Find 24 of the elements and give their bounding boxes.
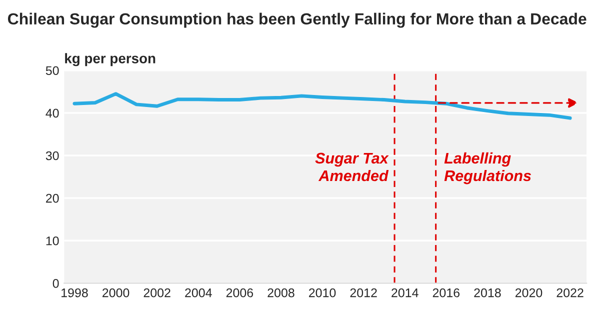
x-tick-label: 2002 <box>144 288 170 298</box>
y-tick-label: 50 <box>46 66 59 76</box>
y-tick-label: 40 <box>46 108 59 118</box>
x-tick-label: 2000 <box>102 288 130 298</box>
x-tick-label: 2006 <box>226 288 254 298</box>
y-axis-title: kg per person <box>65 53 156 66</box>
y-tick-label: 20 <box>46 194 59 203</box>
y-tick-label: 0 <box>52 279 59 288</box>
x-tick-label: 2022 <box>556 288 584 298</box>
y-tick-label: 30 <box>46 151 59 160</box>
x-tick-label: 2008 <box>268 288 294 298</box>
x-tick-label: 2018 <box>474 288 501 298</box>
y-tick-label: 10 <box>46 236 59 246</box>
x-tick-label: 2012 <box>350 288 377 298</box>
ref-line-label: Labelling Regulations <box>444 152 531 184</box>
x-tick-label: 2010 <box>308 288 336 298</box>
x-tick-label: 2014 <box>392 288 418 298</box>
chart-title: Chilean Sugar Consumption has been Gently Falling for More than a Decade <box>8 12 586 28</box>
x-tick-label: 2004 <box>185 288 212 298</box>
line-series <box>72 92 572 120</box>
ref-line-label: Sugar Tax Amended <box>315 152 389 182</box>
x-tick-label: 2016 <box>432 288 460 298</box>
x-tick-label: 1998 <box>62 288 88 298</box>
x-tick-label: 2020 <box>515 288 542 298</box>
